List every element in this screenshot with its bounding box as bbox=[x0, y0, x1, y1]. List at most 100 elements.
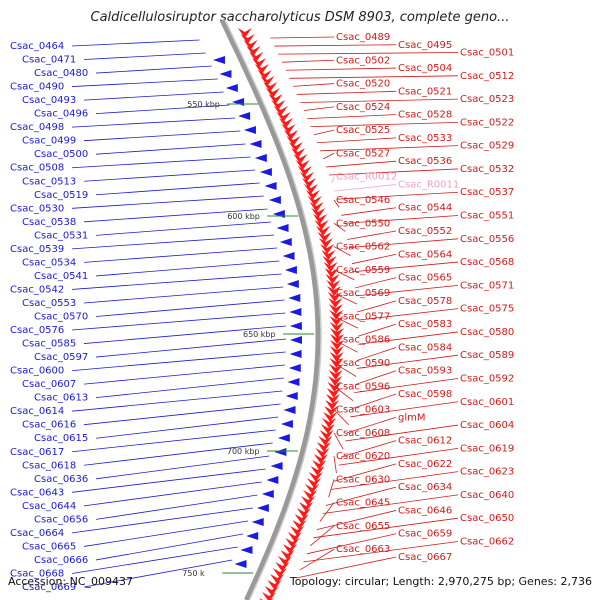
plus-strand-feature[interactable] bbox=[295, 160, 310, 170]
plus-strand-feature[interactable] bbox=[315, 448, 330, 458]
plus-strand-feature[interactable] bbox=[327, 292, 342, 302]
gene-label-right[interactable]: Csac_0520 bbox=[336, 79, 390, 90]
plus-strand-feature[interactable] bbox=[326, 388, 341, 398]
gene-label-right[interactable]: Csac_0569 bbox=[336, 288, 390, 299]
gene-label-right[interactable]: Csac_0667 bbox=[398, 552, 452, 563]
minus-strand-feature[interactable] bbox=[238, 112, 251, 120]
gene-label-left[interactable]: Csac_0542 bbox=[10, 284, 64, 295]
gene-label-right[interactable]: Csac_0596 bbox=[336, 381, 390, 392]
gene-label-right[interactable]: Csac_0568 bbox=[460, 257, 514, 268]
plus-strand-feature[interactable] bbox=[301, 178, 316, 188]
gene-label-right[interactable]: Csac_0544 bbox=[398, 203, 452, 214]
plus-strand-feature[interactable] bbox=[329, 352, 344, 362]
plus-strand-feature[interactable] bbox=[324, 406, 339, 416]
minus-strand-feature[interactable] bbox=[225, 84, 238, 92]
plus-strand-feature[interactable] bbox=[323, 262, 338, 272]
plus-strand-feature[interactable] bbox=[263, 82, 278, 92]
gene-label-right[interactable]: Csac_0537 bbox=[460, 187, 514, 198]
plus-strand-feature[interactable] bbox=[319, 430, 334, 440]
plus-strand-feature[interactable] bbox=[288, 142, 303, 152]
plus-strand-feature[interactable] bbox=[326, 394, 341, 404]
gene-label-right[interactable]: Csac_0528 bbox=[398, 110, 452, 121]
plus-strand-feature[interactable] bbox=[306, 478, 321, 488]
gene-label-left[interactable]: Csac_0499 bbox=[22, 136, 76, 147]
gene-label-right[interactable]: Csac_0612 bbox=[398, 436, 452, 447]
minus-strand-feature[interactable] bbox=[277, 434, 290, 442]
plus-strand-feature[interactable] bbox=[329, 364, 344, 374]
gene-label-right[interactable]: Csac_0552 bbox=[398, 226, 452, 237]
minus-strand-feature[interactable] bbox=[289, 322, 302, 330]
minus-strand-feature[interactable] bbox=[264, 182, 277, 190]
minus-strand-feature[interactable] bbox=[285, 392, 298, 400]
gene-label-left[interactable]: Csac_0613 bbox=[34, 393, 88, 404]
plus-strand-feature[interactable] bbox=[321, 250, 336, 260]
plus-strand-feature[interactable] bbox=[310, 466, 325, 476]
gene-label-right[interactable]: Csac_0650 bbox=[460, 513, 514, 524]
gene-label-right[interactable]: Csac_0608 bbox=[336, 428, 390, 439]
plus-strand-feature[interactable] bbox=[317, 232, 332, 242]
plus-strand-feature[interactable] bbox=[249, 52, 264, 62]
minus-strand-feature[interactable] bbox=[280, 420, 293, 428]
gene-label-right[interactable]: Csac_0577 bbox=[336, 311, 390, 322]
plus-strand-feature[interactable] bbox=[281, 124, 296, 134]
gene-label-right[interactable]: Csac_0525 bbox=[336, 125, 390, 136]
plus-strand-feature[interactable] bbox=[312, 214, 327, 224]
gene-label-right[interactable]: Csac_0556 bbox=[460, 234, 514, 245]
gene-label-right[interactable]: Csac_0527 bbox=[336, 148, 390, 159]
gene-label-left[interactable]: Csac_0585 bbox=[22, 339, 76, 350]
gene-label-right[interactable]: Csac_0584 bbox=[398, 342, 452, 353]
minus-strand-feature[interactable] bbox=[284, 266, 297, 274]
plus-strand-feature[interactable] bbox=[303, 184, 318, 194]
gene-label-right[interactable]: Csac_0586 bbox=[336, 335, 390, 346]
gene-label-right[interactable]: Csac_0663 bbox=[336, 544, 390, 555]
gene-label-right[interactable]: Csac_0619 bbox=[460, 443, 514, 454]
plus-strand-feature[interactable] bbox=[327, 382, 342, 392]
gene-label-right[interactable]: Csac_0598 bbox=[398, 389, 452, 400]
plus-strand-feature[interactable] bbox=[290, 526, 305, 536]
plus-strand-feature[interactable] bbox=[301, 496, 316, 506]
gene-label-left[interactable]: Csac_0618 bbox=[22, 460, 76, 471]
gene-label-left[interactable]: Csac_0597 bbox=[34, 352, 88, 363]
minus-strand-feature[interactable] bbox=[249, 140, 262, 148]
gene-label-right[interactable]: Csac_0622 bbox=[398, 459, 452, 470]
plus-strand-feature[interactable] bbox=[260, 76, 275, 86]
gene-label-right[interactable]: Csac_0523 bbox=[460, 94, 514, 105]
plus-strand-feature[interactable] bbox=[320, 424, 335, 434]
minus-strand-feature[interactable] bbox=[256, 504, 269, 512]
plus-strand-feature[interactable] bbox=[246, 46, 261, 56]
gene-label-right[interactable]: Csac_0559 bbox=[336, 265, 390, 276]
plus-strand-feature[interactable] bbox=[308, 472, 323, 482]
plus-strand-feature[interactable] bbox=[329, 358, 344, 368]
gene-label-left[interactable]: Csac_0669 bbox=[22, 582, 76, 593]
gene-label-left[interactable]: Csac_0616 bbox=[22, 420, 76, 431]
plus-strand-feature[interactable] bbox=[316, 442, 331, 452]
gene-label-right[interactable]: Csac_0502 bbox=[336, 55, 390, 66]
gene-label-left[interactable]: Csac_0614 bbox=[10, 406, 64, 417]
plus-strand-feature[interactable] bbox=[240, 34, 255, 44]
gene-label-left[interactable]: Csac_0471 bbox=[22, 55, 76, 66]
plus-strand-feature[interactable] bbox=[243, 40, 258, 50]
plus-strand-feature[interactable] bbox=[287, 532, 302, 542]
minus-strand-feature[interactable] bbox=[289, 350, 302, 358]
plus-strand-feature[interactable] bbox=[311, 208, 326, 218]
plus-strand-feature[interactable] bbox=[322, 418, 337, 428]
gene-label-left[interactable]: Csac_0541 bbox=[34, 271, 88, 282]
minus-strand-feature[interactable] bbox=[232, 98, 245, 106]
gene-label-left[interactable]: Csac_0534 bbox=[22, 257, 76, 268]
plus-strand-feature[interactable] bbox=[318, 238, 333, 248]
plus-strand-feature[interactable] bbox=[278, 118, 293, 128]
plus-strand-feature[interactable] bbox=[271, 100, 286, 110]
plus-strand-feature[interactable] bbox=[305, 484, 320, 494]
gene-label-left[interactable]: Csac_0513 bbox=[22, 176, 76, 187]
minus-strand-feature[interactable] bbox=[266, 476, 279, 484]
plus-strand-feature[interactable] bbox=[277, 556, 292, 566]
minus-strand-feature[interactable] bbox=[288, 294, 301, 302]
plus-strand-feature[interactable] bbox=[325, 274, 340, 284]
plus-strand-feature[interactable] bbox=[328, 304, 343, 314]
gene-label-right[interactable]: Csac_0592 bbox=[460, 373, 514, 384]
gene-label-right[interactable]: Csac_0634 bbox=[398, 482, 452, 493]
plus-strand-feature[interactable] bbox=[328, 370, 343, 380]
plus-strand-feature[interactable] bbox=[327, 286, 342, 296]
plus-strand-feature[interactable] bbox=[329, 328, 344, 338]
minus-strand-feature[interactable] bbox=[243, 126, 256, 134]
